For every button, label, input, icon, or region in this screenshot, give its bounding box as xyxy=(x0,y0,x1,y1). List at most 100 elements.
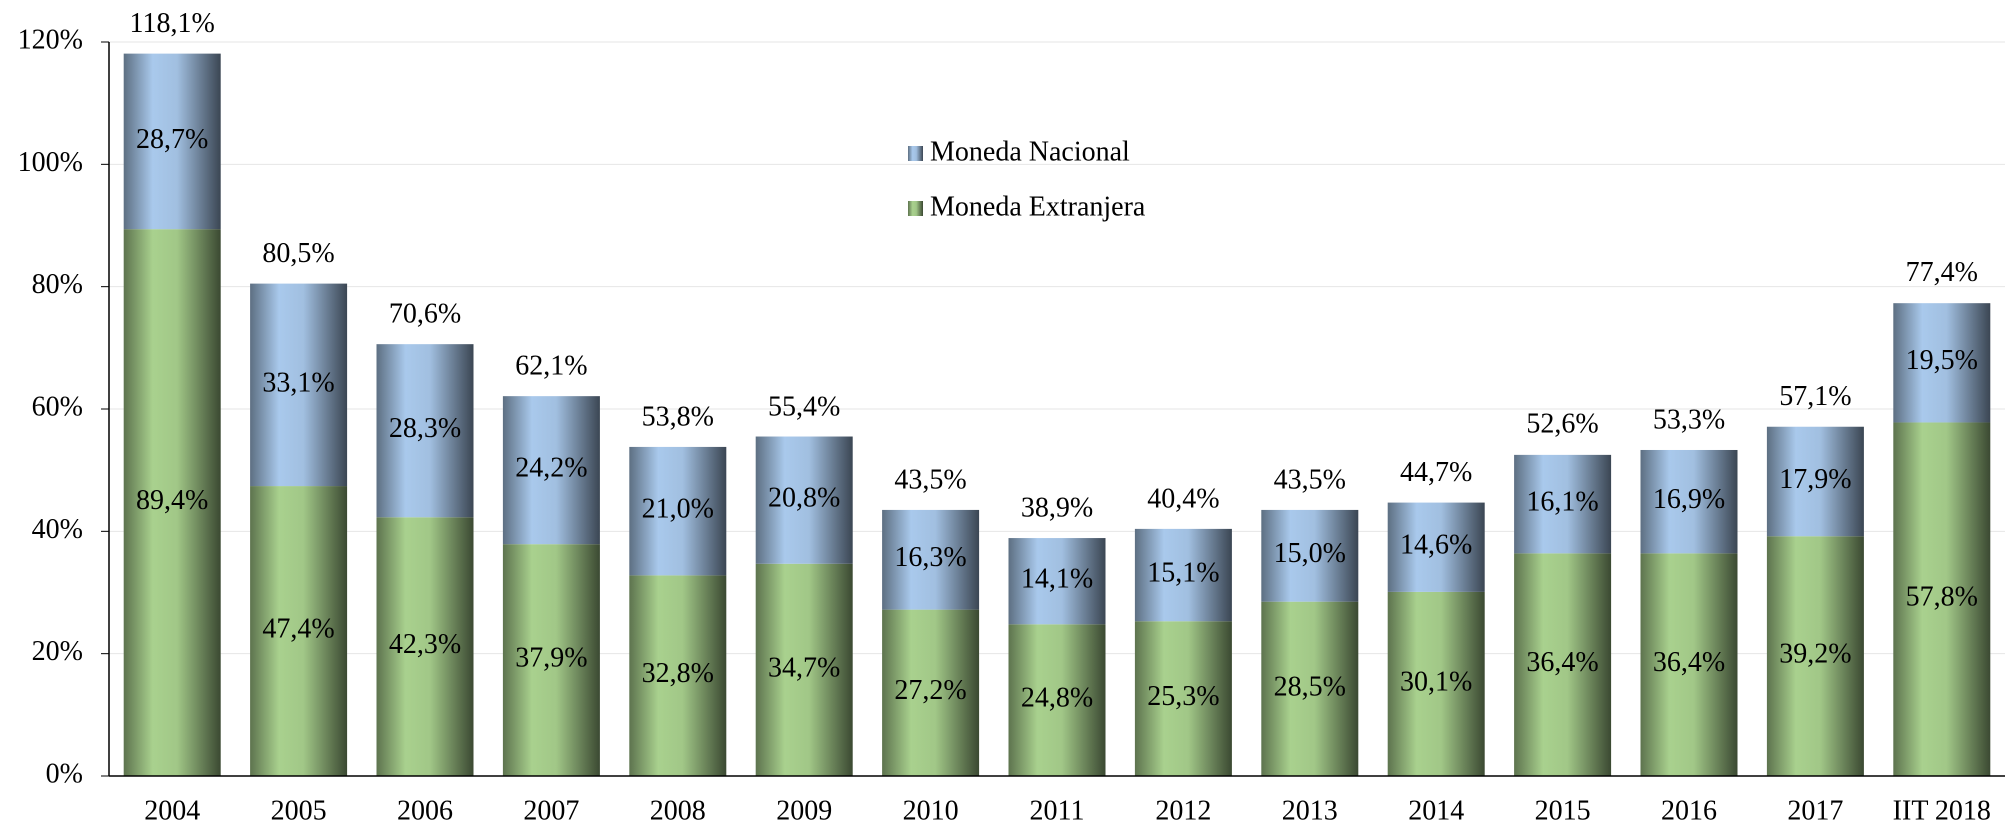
y-tick-label: 40% xyxy=(32,514,83,545)
bar-segment xyxy=(1766,426,1864,537)
bar-segment xyxy=(1008,538,1106,625)
value-label: 34,7% xyxy=(768,652,840,683)
bar-segment xyxy=(1134,621,1232,776)
x-tick-label: 2008 xyxy=(650,795,706,826)
value-label: 36,4% xyxy=(1526,647,1598,678)
bar-segment xyxy=(882,509,980,610)
x-tick-label: 2007 xyxy=(523,795,579,826)
bar-segment xyxy=(629,575,727,776)
value-label: 28,7% xyxy=(136,124,208,155)
bar-segment xyxy=(1514,454,1612,554)
bar-segment xyxy=(1640,449,1738,554)
bar-segment xyxy=(1261,509,1359,602)
value-label: 15,0% xyxy=(1274,538,1346,569)
x-tick-label: 2011 xyxy=(1030,795,1085,826)
value-label: 32,8% xyxy=(642,658,714,689)
total-label: 70,6% xyxy=(389,299,461,330)
value-label: 39,2% xyxy=(1779,639,1851,670)
bar-segment xyxy=(1261,601,1359,776)
value-label: 89,4% xyxy=(136,485,208,516)
x-tick-label: 2005 xyxy=(271,795,327,826)
x-tick-label: 2010 xyxy=(903,795,959,826)
bar-segment xyxy=(250,486,348,776)
value-label: 28,5% xyxy=(1274,671,1346,702)
value-label: 14,1% xyxy=(1021,564,1093,595)
value-label: 33,1% xyxy=(262,367,334,398)
value-label: 21,0% xyxy=(642,494,714,525)
bar-segment xyxy=(123,53,221,230)
bar-segment xyxy=(1766,536,1864,776)
total-label: 77,4% xyxy=(1906,257,1978,288)
value-label: 57,8% xyxy=(1906,582,1978,613)
total-label: 40,4% xyxy=(1147,483,1219,514)
legend-swatch xyxy=(908,201,923,216)
value-label: 42,3% xyxy=(389,629,461,660)
bar-segment xyxy=(376,517,474,776)
value-label: 37,9% xyxy=(515,643,587,674)
value-label: 17,9% xyxy=(1779,464,1851,495)
legend-label: Moneda Extranjera xyxy=(930,191,1146,222)
bar-segment xyxy=(629,446,727,576)
x-tick-label: 2017 xyxy=(1787,795,1843,826)
total-label: 55,4% xyxy=(768,392,840,423)
total-label: 53,3% xyxy=(1653,404,1725,435)
y-tick-label: 0% xyxy=(46,758,83,789)
total-label: 62,1% xyxy=(515,351,587,382)
bar-segment xyxy=(1640,553,1738,776)
x-tick-label: 2013 xyxy=(1282,795,1338,826)
bar-segment xyxy=(1387,591,1485,776)
value-label: 47,4% xyxy=(262,613,334,644)
value-label: 28,3% xyxy=(389,413,461,444)
x-tick-label: 2004 xyxy=(144,795,200,826)
total-label: 52,6% xyxy=(1526,409,1598,440)
bar-segment xyxy=(502,544,600,776)
y-tick-label: 80% xyxy=(32,269,83,300)
value-label: 27,2% xyxy=(894,675,966,706)
bar-segment xyxy=(123,229,221,777)
x-tick-label: 2006 xyxy=(397,795,453,826)
bar-segment xyxy=(1387,502,1485,592)
value-label: 30,1% xyxy=(1400,666,1472,697)
bar-segment xyxy=(1134,528,1232,622)
bar-segment xyxy=(1008,624,1106,776)
value-label: 36,4% xyxy=(1653,647,1725,678)
y-tick-label: 120% xyxy=(18,24,83,55)
value-label: 20,8% xyxy=(768,483,840,514)
value-label: 16,1% xyxy=(1526,487,1598,518)
x-tick-label: 2012 xyxy=(1155,795,1211,826)
bar-segment xyxy=(1893,303,1991,423)
total-label: 53,8% xyxy=(642,401,714,432)
total-label: 43,5% xyxy=(894,464,966,495)
value-label: 24,2% xyxy=(515,453,587,484)
bar-segment xyxy=(755,563,853,776)
bar-segment xyxy=(1893,422,1991,776)
total-label: 57,1% xyxy=(1779,381,1851,412)
total-label: 118,1% xyxy=(130,8,215,39)
y-tick-label: 60% xyxy=(32,391,83,422)
x-tick-label: 2016 xyxy=(1661,795,1717,826)
x-tick-label: IIT 2018 xyxy=(1893,795,1991,826)
bar-segment xyxy=(250,283,348,487)
x-tick-label: 2009 xyxy=(776,795,832,826)
value-label: 19,5% xyxy=(1906,345,1978,376)
x-tick-label: 2014 xyxy=(1408,795,1464,826)
value-label: 16,9% xyxy=(1653,484,1725,515)
bar-segment xyxy=(755,436,853,564)
total-label: 43,5% xyxy=(1274,464,1346,495)
bar-segment xyxy=(1514,553,1612,776)
y-tick-label: 100% xyxy=(18,147,83,178)
value-label: 16,3% xyxy=(894,542,966,573)
bar-segment xyxy=(882,609,980,776)
value-label: 15,1% xyxy=(1147,557,1219,588)
legend-label: Moneda Nacional xyxy=(930,136,1130,167)
legend-swatch xyxy=(908,146,923,161)
value-label: 14,6% xyxy=(1400,530,1472,561)
x-tick-label: 2015 xyxy=(1535,795,1591,826)
total-label: 80,5% xyxy=(262,238,334,269)
bar-segment xyxy=(376,344,474,518)
total-label: 44,7% xyxy=(1400,457,1472,488)
value-label: 24,8% xyxy=(1021,683,1093,714)
value-label: 25,3% xyxy=(1147,681,1219,712)
bar-segment xyxy=(502,396,600,545)
